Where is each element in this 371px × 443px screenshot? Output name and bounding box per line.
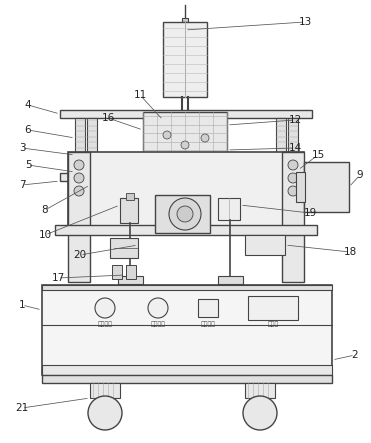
Bar bbox=[120, 198, 138, 223]
Text: 17: 17 bbox=[51, 273, 65, 283]
Circle shape bbox=[74, 160, 84, 170]
Bar bbox=[245, 383, 275, 398]
Bar bbox=[163, 22, 207, 97]
Circle shape bbox=[288, 186, 298, 196]
Text: 5: 5 bbox=[25, 160, 31, 170]
Text: 触摸屏: 触摸屏 bbox=[267, 321, 279, 326]
Bar bbox=[87, 118, 97, 178]
Bar bbox=[155, 195, 210, 233]
Bar bbox=[218, 198, 240, 220]
Bar bbox=[118, 276, 143, 284]
Text: 18: 18 bbox=[344, 247, 357, 257]
Text: 电源开关: 电源开关 bbox=[200, 321, 216, 326]
Bar bbox=[288, 118, 298, 178]
Bar bbox=[60, 173, 312, 181]
Bar bbox=[304, 162, 349, 212]
Circle shape bbox=[95, 298, 115, 318]
Circle shape bbox=[288, 160, 298, 170]
Text: 6: 6 bbox=[25, 125, 31, 135]
Text: 7: 7 bbox=[19, 180, 25, 190]
Circle shape bbox=[148, 298, 168, 318]
Text: 12: 12 bbox=[288, 115, 302, 125]
Circle shape bbox=[74, 173, 84, 183]
Circle shape bbox=[74, 186, 84, 196]
Text: 启动开关: 启动开关 bbox=[98, 321, 112, 326]
Bar bbox=[282, 152, 304, 282]
Circle shape bbox=[163, 131, 171, 139]
Bar bbox=[276, 118, 286, 178]
Bar bbox=[60, 110, 312, 118]
Bar bbox=[90, 383, 120, 398]
Bar bbox=[68, 152, 304, 227]
Text: 9: 9 bbox=[357, 170, 363, 180]
Bar bbox=[182, 18, 188, 22]
Text: 21: 21 bbox=[15, 403, 29, 413]
Bar bbox=[42, 375, 332, 383]
Bar bbox=[75, 118, 85, 178]
Text: 2: 2 bbox=[352, 350, 358, 360]
Bar bbox=[55, 225, 317, 235]
Text: 10: 10 bbox=[39, 230, 52, 240]
Circle shape bbox=[243, 396, 277, 430]
Circle shape bbox=[201, 134, 209, 142]
Bar bbox=[42, 365, 332, 375]
Circle shape bbox=[177, 206, 193, 222]
Bar bbox=[112, 265, 122, 279]
Text: 3: 3 bbox=[19, 143, 25, 153]
Circle shape bbox=[88, 396, 122, 430]
Bar bbox=[245, 235, 285, 255]
Text: 4: 4 bbox=[25, 100, 31, 110]
Bar bbox=[126, 265, 136, 279]
Text: 16: 16 bbox=[101, 113, 115, 123]
Bar bbox=[248, 296, 298, 320]
Bar bbox=[110, 238, 138, 258]
Bar bbox=[198, 299, 218, 317]
Bar bbox=[296, 172, 305, 202]
Bar bbox=[42, 285, 332, 375]
Text: 19: 19 bbox=[303, 208, 316, 218]
Text: 1: 1 bbox=[19, 300, 25, 310]
Bar bbox=[126, 193, 134, 200]
Text: 20: 20 bbox=[73, 250, 86, 260]
Text: 11: 11 bbox=[134, 90, 147, 100]
Text: 急停关关: 急停关关 bbox=[151, 321, 165, 326]
Bar bbox=[218, 276, 243, 284]
Bar bbox=[68, 152, 90, 282]
Text: 15: 15 bbox=[311, 150, 325, 160]
Text: 13: 13 bbox=[298, 17, 312, 27]
Circle shape bbox=[169, 198, 201, 230]
Text: 14: 14 bbox=[288, 143, 302, 153]
Circle shape bbox=[288, 173, 298, 183]
Text: 8: 8 bbox=[42, 205, 48, 215]
Bar bbox=[143, 112, 227, 174]
Bar bbox=[42, 285, 332, 290]
Circle shape bbox=[181, 141, 189, 149]
